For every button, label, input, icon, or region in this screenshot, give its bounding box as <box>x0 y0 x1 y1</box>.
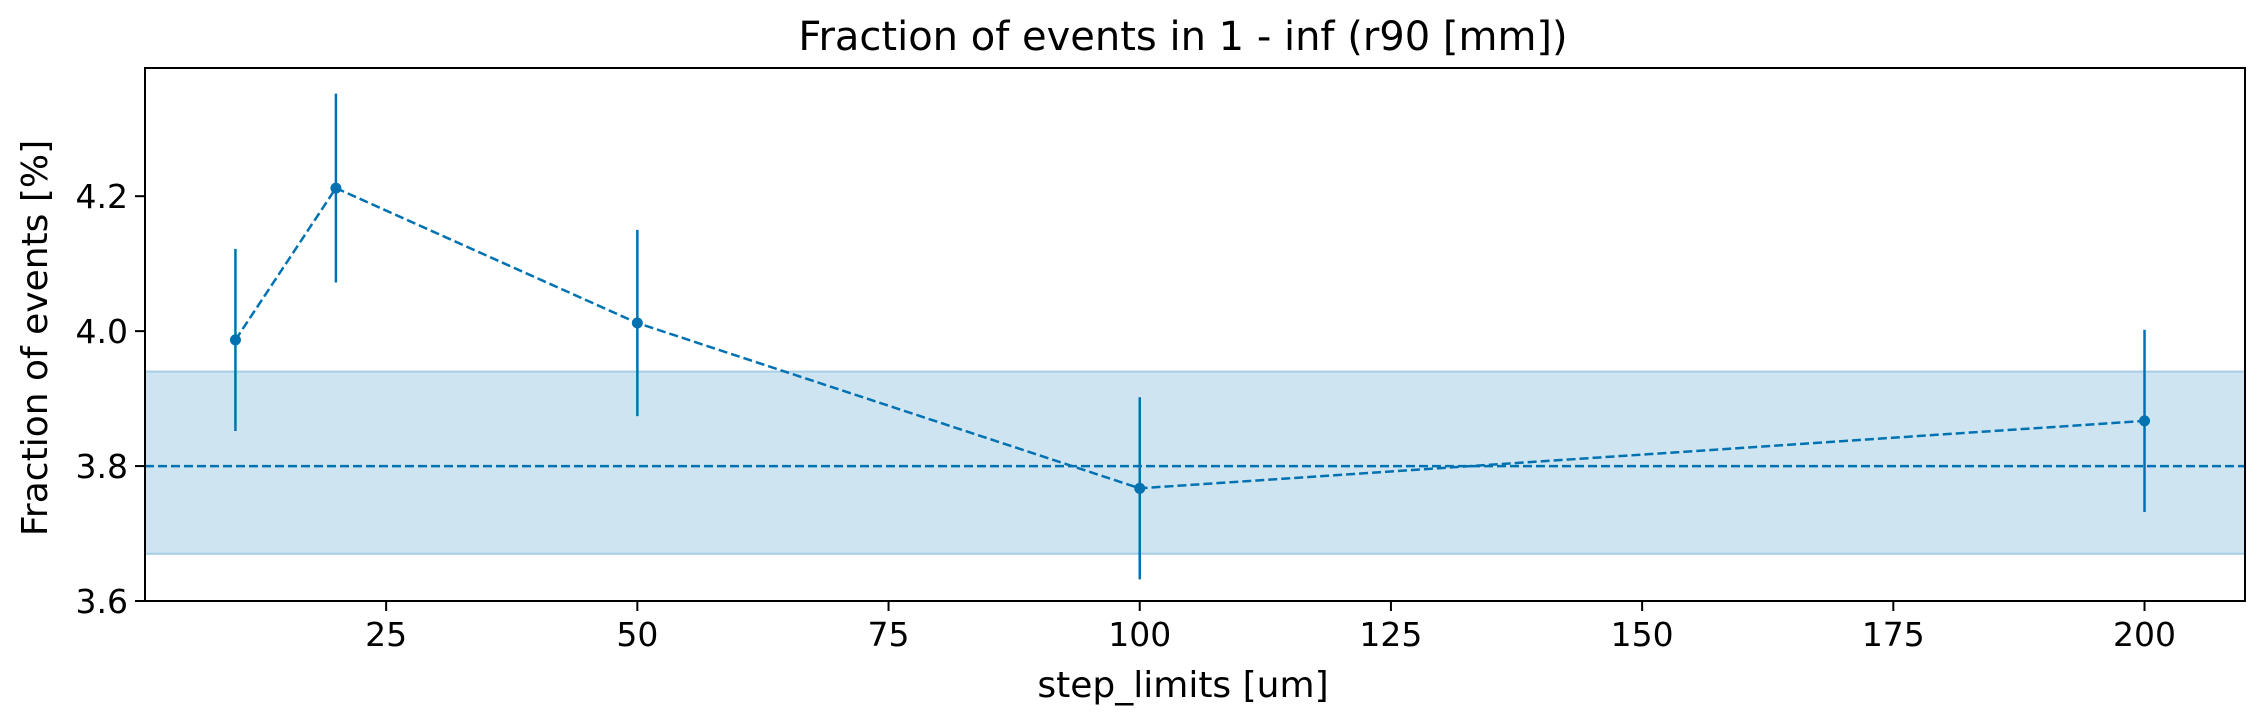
x-tick-label: 100 <box>1108 615 1171 654</box>
data-point <box>2139 415 2151 427</box>
y-tick-label: 4.0 <box>76 312 128 351</box>
x-tick-label: 75 <box>868 615 910 654</box>
y-tick-label: 3.6 <box>76 582 128 621</box>
x-tick-label: 125 <box>1359 615 1422 654</box>
axes-frame <box>144 67 2246 602</box>
data-point <box>330 182 342 194</box>
x-tick-label: 175 <box>1862 615 1925 654</box>
uncertainty-band <box>144 370 2246 555</box>
data-point <box>229 334 241 346</box>
x-tick-label: 25 <box>365 615 407 654</box>
y-tick-label: 4.2 <box>76 177 128 216</box>
plot-area: 25 50 75 100 125 150 175 200 3.6 3.8 4.0 4.2 <box>76 67 2246 654</box>
data-point <box>631 317 643 329</box>
x-tick-label: 50 <box>616 615 658 654</box>
x-tick-label: 200 <box>2113 615 2176 654</box>
data-point <box>1134 482 1146 494</box>
x-axis-label: step_limits [um] <box>1037 665 1328 706</box>
y-tick-label: 3.8 <box>76 447 128 486</box>
chart-title: Fraction of events in 1 - inf (r90 [mm]) <box>798 14 1567 60</box>
y-axis-label: Fraction of events [%] <box>15 140 56 536</box>
x-tick-label: 150 <box>1611 615 1674 654</box>
